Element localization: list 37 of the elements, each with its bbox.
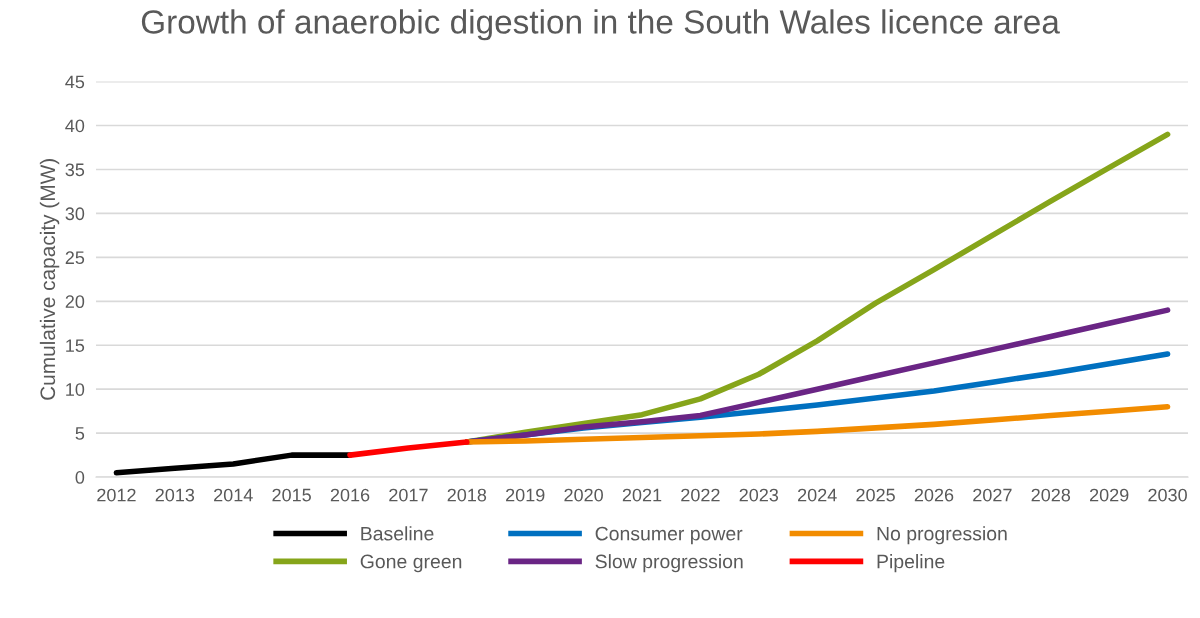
x-tick-label: 2013 [155,488,195,502]
y-tick-label: 25 [65,251,85,265]
x-tick-label: 2020 [564,488,603,502]
x-tick-label: 2017 [389,488,428,502]
x-tick-label: 2016 [330,488,370,502]
x-tick-label: 2015 [272,488,311,502]
chart-title: Growth of anaerobic digestion in the South Wales licence area [141,9,1060,41]
x-tick-label: 2014 [214,488,253,502]
y-tick-label: 30 [65,207,85,221]
legend-label: Gone green [360,554,462,573]
x-tick-label: 2019 [506,488,545,502]
x-tick-label: 2012 [97,488,136,502]
x-tick-label: 2018 [447,488,487,502]
x-tick-label: 2029 [1089,488,1129,502]
legend-label: Consumer power [595,526,743,545]
y-axis-title: Cumulative capacity (MW) [39,159,60,400]
x-tick-label: 2026 [914,488,954,502]
y-tick-label: 5 [75,427,85,440]
y-tick-label: 10 [66,383,85,396]
legend-label: Pipeline [877,554,945,573]
x-tick-label: 2024 [798,488,837,502]
y-tick-label: 40 [65,119,85,133]
y-tick-label: 20 [65,295,85,309]
x-tick-label: 2028 [1031,488,1071,502]
y-tick-label: 35 [65,163,85,177]
y-tick-label: 45 [65,75,85,89]
legend-label: No progression [877,526,1007,545]
x-tick-label: 2022 [681,488,720,502]
legend-label: Baseline [361,526,434,541]
x-tick-label: 2030 [1148,488,1187,502]
y-tick-label: 15 [66,339,85,352]
x-tick-label: 2027 [973,488,1012,502]
legend-label: Slow progression [595,554,743,573]
x-tick-label: 2025 [856,488,895,502]
x-tick-label: 2021 [622,488,662,502]
y-tick-label: 0 [75,471,85,484]
x-tick-label: 2023 [739,488,779,502]
